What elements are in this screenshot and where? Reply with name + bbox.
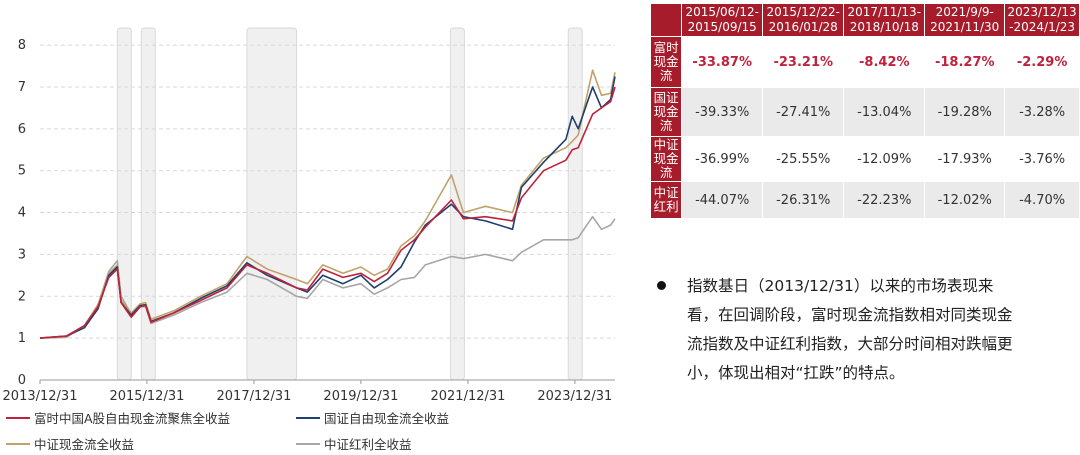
- x-tick-label: 2017/12/31: [217, 389, 292, 404]
- legend-item-guozheng: 国证自由现金流全收益: [296, 408, 449, 427]
- row-label-text: 中证 现金 流: [653, 137, 679, 180]
- legend-item-zhongzheng-dividend: 中证红利全收益: [296, 434, 412, 453]
- table-header-row: 2015/06/12- 2015/09/15 2015/12/22- 2016/…: [649, 3, 1080, 37]
- y-tick-label: 8: [18, 38, 26, 53]
- period-header: 2017/11/13- 2018/10/18: [843, 3, 926, 37]
- x-tick-label: 2023/12/31: [537, 389, 612, 404]
- legend-item-futsi: 富时中国A股自由现金流聚焦全收益: [6, 408, 230, 427]
- shaded-period-2: [246, 27, 298, 381]
- row-label: 国证 现金 流: [649, 87, 683, 137]
- x-tick-label: 2015/12/31: [109, 389, 184, 404]
- table-cell: -4.70%: [1004, 181, 1080, 219]
- row-label: 中证 现金 流: [649, 136, 683, 182]
- shaded-period-1: [140, 27, 156, 381]
- x-tick-label: 2021/12/31: [430, 389, 505, 404]
- drawdown-table: 2015/06/12- 2015/09/15 2015/12/22- 2016/…: [649, 3, 1080, 219]
- table-row: 国证 现金 流 -39.33% -27.41% -13.04% -19.28% …: [649, 87, 1080, 137]
- commentary-line: 流指数及中证红利指数，大部分时间相对跌幅更: [687, 335, 1013, 353]
- x-tick-label: 2019/12/31: [323, 389, 398, 404]
- y-tick-label: 6: [18, 122, 26, 137]
- y-tick-label: 2: [18, 289, 26, 304]
- table-cell: -18.27%: [924, 36, 1006, 88]
- table-row: 中证 红利 -44.07% -26.31% -22.23% -12.02% -4…: [649, 181, 1080, 219]
- commentary-text: 指数基日（2013/12/31）以来的市场表现来 看，在回调阶段，富时现金流指数…: [687, 272, 1055, 388]
- table-cell: -8.42%: [843, 36, 926, 88]
- table-cell: -44.07%: [681, 181, 764, 219]
- row-label-text: 富时 现金 流: [653, 40, 679, 83]
- table-cell: -27.41%: [762, 87, 845, 137]
- period-header: 2021/9/9- 2021/11/30: [924, 3, 1006, 37]
- table-cell: -12.09%: [843, 136, 926, 182]
- y-axis-labels: 0 1 2 3 4 5 6 7 8: [18, 38, 26, 388]
- legend-label-guozheng: 国证自由现金流全收益: [324, 411, 450, 426]
- period-header-text: 2017/11/13- 2018/10/18: [847, 5, 922, 34]
- period-header: 2015/06/12- 2015/09/15: [681, 3, 764, 37]
- y-tick-label: 7: [18, 80, 26, 95]
- table-corner: [649, 3, 683, 37]
- period-header: 2015/12/22- 2016/01/28: [762, 3, 845, 37]
- legend-label-futsi: 富时中国A股自由现金流聚焦全收益: [34, 411, 231, 426]
- legend-swatch-zhongzheng-cashflow: [6, 442, 30, 445]
- y-tick-label: 1: [18, 331, 26, 346]
- gridlines: [40, 44, 615, 339]
- table-cell: -13.04%: [843, 87, 926, 137]
- table-cell: -3.28%: [1004, 87, 1080, 137]
- shaded-period-4: [567, 27, 583, 381]
- line-chart: 0 1 2 3 4 5 6 7 8 2013/12/31 2015/12/31 2017/12/31…: [3, 27, 616, 404]
- table-cell: -3.76%: [1004, 136, 1080, 182]
- series-line-3: [39, 215, 616, 339]
- table-cell: -22.23%: [843, 181, 926, 219]
- row-label: 中证 红利: [649, 181, 683, 219]
- series-lines: [39, 69, 616, 339]
- bullet-icon: [657, 281, 666, 290]
- legend-item-zhongzheng-cashflow: 中证现金流全收益: [6, 434, 134, 453]
- legend-label-zhongzheng-dividend: 中证红利全收益: [324, 437, 412, 452]
- legend-swatch-guozheng: [296, 416, 320, 419]
- period-header: 2023/12/13 -2024/1/23: [1004, 3, 1080, 37]
- x-axis: 2013/12/31 2015/12/31 2017/12/31 2019/12/31…: [3, 379, 615, 404]
- drawdown-shading: [116, 27, 583, 381]
- table-cell: -39.33%: [681, 87, 764, 137]
- commentary-line: 指数基日（2013/12/31）以来的市场表现来: [687, 277, 994, 295]
- shaded-period-3: [449, 27, 465, 381]
- row-label-text: 国证 现金 流: [653, 90, 679, 133]
- y-tick-label: 3: [18, 247, 26, 262]
- table-cell: -33.87%: [681, 36, 764, 88]
- y-tick-label: 0: [18, 373, 26, 388]
- series-line-0: [39, 86, 616, 339]
- x-tick-label: 2013/12/31: [3, 389, 78, 404]
- table-cell: -23.21%: [762, 36, 845, 88]
- legend-swatch-zhongzheng-dividend: [296, 442, 320, 445]
- table-row: 富时 现金 流 -33.87% -23.21% -8.42% -18.27% -…: [649, 36, 1080, 88]
- y-tick-label: 4: [18, 206, 26, 221]
- commentary-line: 看，在回调阶段，富时现金流指数相对同类现金: [687, 306, 1013, 324]
- legend-label-zhongzheng-cashflow: 中证现金流全收益: [34, 437, 135, 452]
- table-cell: -25.55%: [762, 136, 845, 182]
- y-tick-label: 5: [18, 164, 26, 179]
- table-cell: -36.99%: [681, 136, 764, 182]
- shaded-period-0: [116, 27, 132, 381]
- table-cell: -2.29%: [1004, 36, 1080, 88]
- table-cell: -26.31%: [762, 181, 845, 219]
- row-label: 富时 现金 流: [649, 36, 683, 88]
- commentary: 指数基日（2013/12/31）以来的市场表现来 看，在回调阶段，富时现金流指数…: [655, 272, 1055, 388]
- period-header-text: 2021/9/9- 2021/11/30: [930, 5, 1000, 34]
- legend-swatch-futsi: [6, 416, 30, 419]
- table-cell: -12.02%: [924, 181, 1006, 219]
- period-header-text: 2015/06/12- 2015/09/15: [685, 5, 759, 34]
- period-header-text: 2015/12/22- 2016/01/28: [766, 5, 840, 34]
- commentary-line: 小，体现出相对“扛跌”的特点。: [687, 364, 905, 382]
- row-label-text: 中证 红利: [653, 185, 679, 214]
- table-row: 中证 现金 流 -36.99% -25.55% -12.09% -17.93% …: [649, 136, 1080, 182]
- table-cell: -19.28%: [924, 87, 1006, 137]
- period-header-text: 2023/12/13 -2024/1/23: [1007, 5, 1077, 34]
- series-line-2: [39, 69, 616, 339]
- table-cell: -17.93%: [924, 136, 1006, 182]
